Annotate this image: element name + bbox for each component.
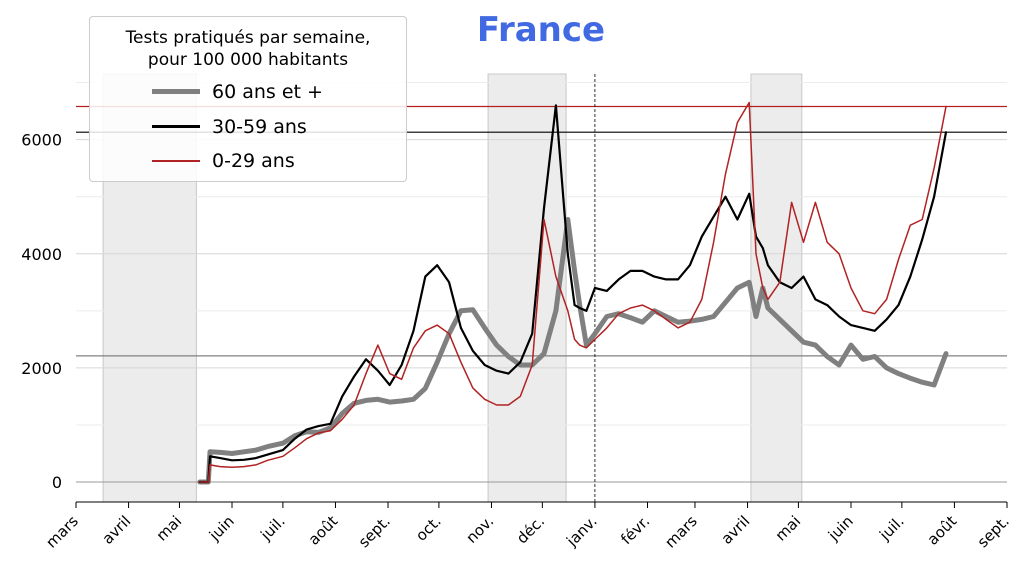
x-tick-label: mars: [42, 512, 82, 552]
x-tick-label: juil.: [256, 512, 288, 544]
legend-swatch-60-plus: [152, 89, 200, 94]
y-tick-label: 0: [52, 473, 62, 492]
legend-item-60-plus: 60 ans et +: [90, 79, 406, 105]
x-tick-label: janv.: [562, 512, 600, 550]
x-tick-label: févr.: [617, 512, 653, 548]
series-lines: [197, 101, 949, 485]
x-tick-label: juin: [824, 512, 857, 545]
legend-label-60-plus: 60 ans et +: [212, 81, 323, 103]
x-tick-label: mai: [153, 512, 186, 545]
x-tick-label: août: [924, 512, 961, 549]
shaded-period-1: [487, 73, 567, 503]
series-line-2: [199, 101, 947, 483]
legend-swatch-0-29: [152, 160, 200, 162]
x-tick-label: oct.: [412, 512, 445, 545]
x-tick-label: août: [305, 512, 342, 549]
x-tick-label: déc.: [513, 512, 548, 547]
x-tick-label: nov.: [463, 512, 498, 547]
x-tick-label: sept.: [355, 512, 394, 551]
x-tick-label: sept.: [974, 512, 1013, 551]
legend: Tests pratiqués par semaine, pour 100 00…: [89, 16, 407, 182]
series-line-1: [198, 104, 948, 484]
y-tick-label: 2000: [21, 359, 62, 378]
legend-label-30-59: 30-59 ans: [212, 116, 307, 138]
x-tick-label: juil.: [875, 512, 907, 544]
legend-label-0-29: 0-29 ans: [212, 150, 295, 172]
y-tick-label: 4000: [21, 245, 62, 264]
legend-item-0-29: 0-29 ans: [90, 148, 406, 174]
x-tick-label: mars: [661, 512, 701, 552]
x-tick-label: juin: [205, 512, 238, 545]
legend-title: Tests pratiqués par semaine, pour 100 00…: [125, 28, 371, 70]
legend-item-30-59: 30-59 ans: [90, 114, 406, 140]
series-line-0: [197, 217, 949, 485]
x-tick-label: avril: [718, 512, 754, 548]
x-tick-label: mai: [772, 512, 805, 545]
y-tick-label: 6000: [21, 131, 62, 150]
legend-swatch-30-59: [152, 125, 200, 128]
x-tick-label: avril: [99, 512, 135, 548]
